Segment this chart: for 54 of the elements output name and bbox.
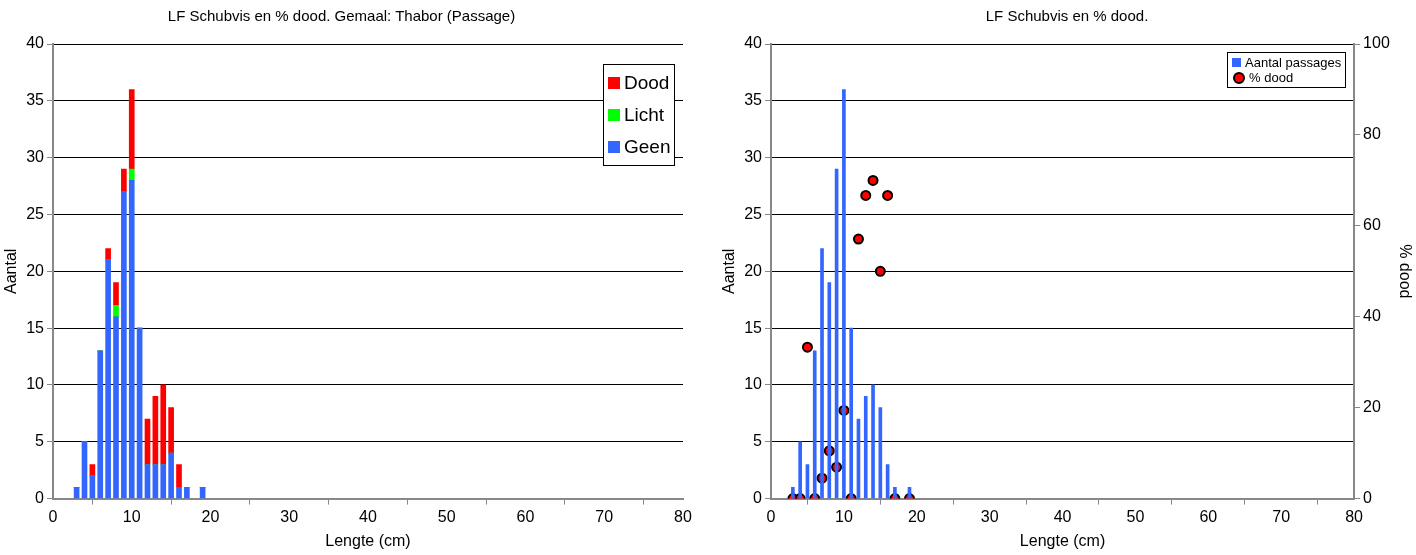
- x-tick-label: 40: [359, 507, 377, 525]
- x-tick-label: 0: [766, 507, 776, 525]
- x-tick-label: 60: [516, 507, 535, 525]
- y-tick-label: 15: [744, 318, 763, 336]
- x-axis-title: Lengte (cm): [1019, 531, 1106, 549]
- x-tick-label: 70: [595, 507, 614, 525]
- x-tick-label: 80: [674, 507, 692, 525]
- y2-tick-label: 100: [1363, 34, 1390, 52]
- x-tick-label: 60: [1199, 507, 1218, 525]
- x-tick-label: 50: [1126, 507, 1145, 525]
- x-tick-label: 50: [437, 507, 456, 525]
- chart-title: LF Schubvis en % dood. Gemaal: Thabor (Passage): [167, 7, 516, 25]
- y-tick-label: 40: [26, 34, 45, 52]
- x-axis-title: Lengte (cm): [325, 531, 411, 549]
- y-axis-title: Aantal: [2, 248, 20, 294]
- y2-axis-title: % dood: [1396, 244, 1414, 299]
- y2-tick-label: 20: [1363, 398, 1381, 416]
- y-tick-label: 10: [26, 375, 45, 393]
- y-axis-title: Aantal: [720, 248, 738, 294]
- legend-label: Geen: [624, 135, 671, 159]
- x-tick-label: 30: [280, 507, 299, 525]
- y-tick-label: 25: [744, 204, 763, 222]
- y-tick-label: 30: [744, 148, 763, 166]
- chart-title: LF Schubvis en % dood.: [985, 7, 1149, 25]
- y-tick-label: 20: [744, 261, 763, 279]
- y-tick-label: 25: [26, 204, 45, 222]
- y-tick-label: 40: [744, 34, 763, 52]
- x-tick-label: 0: [48, 507, 58, 525]
- y2-tick-label: 0: [1363, 489, 1373, 507]
- legend-label: Licht: [624, 103, 665, 127]
- x-tick-label: 40: [1053, 507, 1072, 525]
- y-tick-label: 35: [744, 91, 763, 109]
- x-tick-label: 80: [1345, 507, 1364, 525]
- legend-label: Aantal passages: [1245, 55, 1342, 70]
- y-tick-label: 5: [753, 432, 763, 450]
- x-tick-label: 30: [980, 507, 999, 525]
- y-tick-label: 20: [26, 261, 45, 279]
- x-tick-label: 20: [907, 507, 926, 525]
- x-tick-label: 70: [1272, 507, 1291, 525]
- y2-tick-label: 80: [1363, 125, 1381, 143]
- y-tick-label: 0: [35, 489, 45, 507]
- y-tick-label: 5: [35, 432, 45, 450]
- legend-label: % dood: [1249, 70, 1294, 85]
- y-tick-label: 10: [744, 375, 763, 393]
- x-tick-label: 20: [201, 507, 220, 525]
- y-tick-label: 0: [753, 489, 763, 507]
- y2-tick-label: 40: [1363, 307, 1381, 325]
- y-tick-label: 15: [26, 318, 45, 336]
- legend-label: Dood: [624, 71, 670, 95]
- x-tick-label: 10: [834, 507, 853, 525]
- y-tick-label: 30: [26, 148, 45, 166]
- x-tick-label: 10: [122, 507, 141, 525]
- y2-tick-label: 60: [1363, 216, 1381, 234]
- y-tick-label: 35: [26, 91, 45, 109]
